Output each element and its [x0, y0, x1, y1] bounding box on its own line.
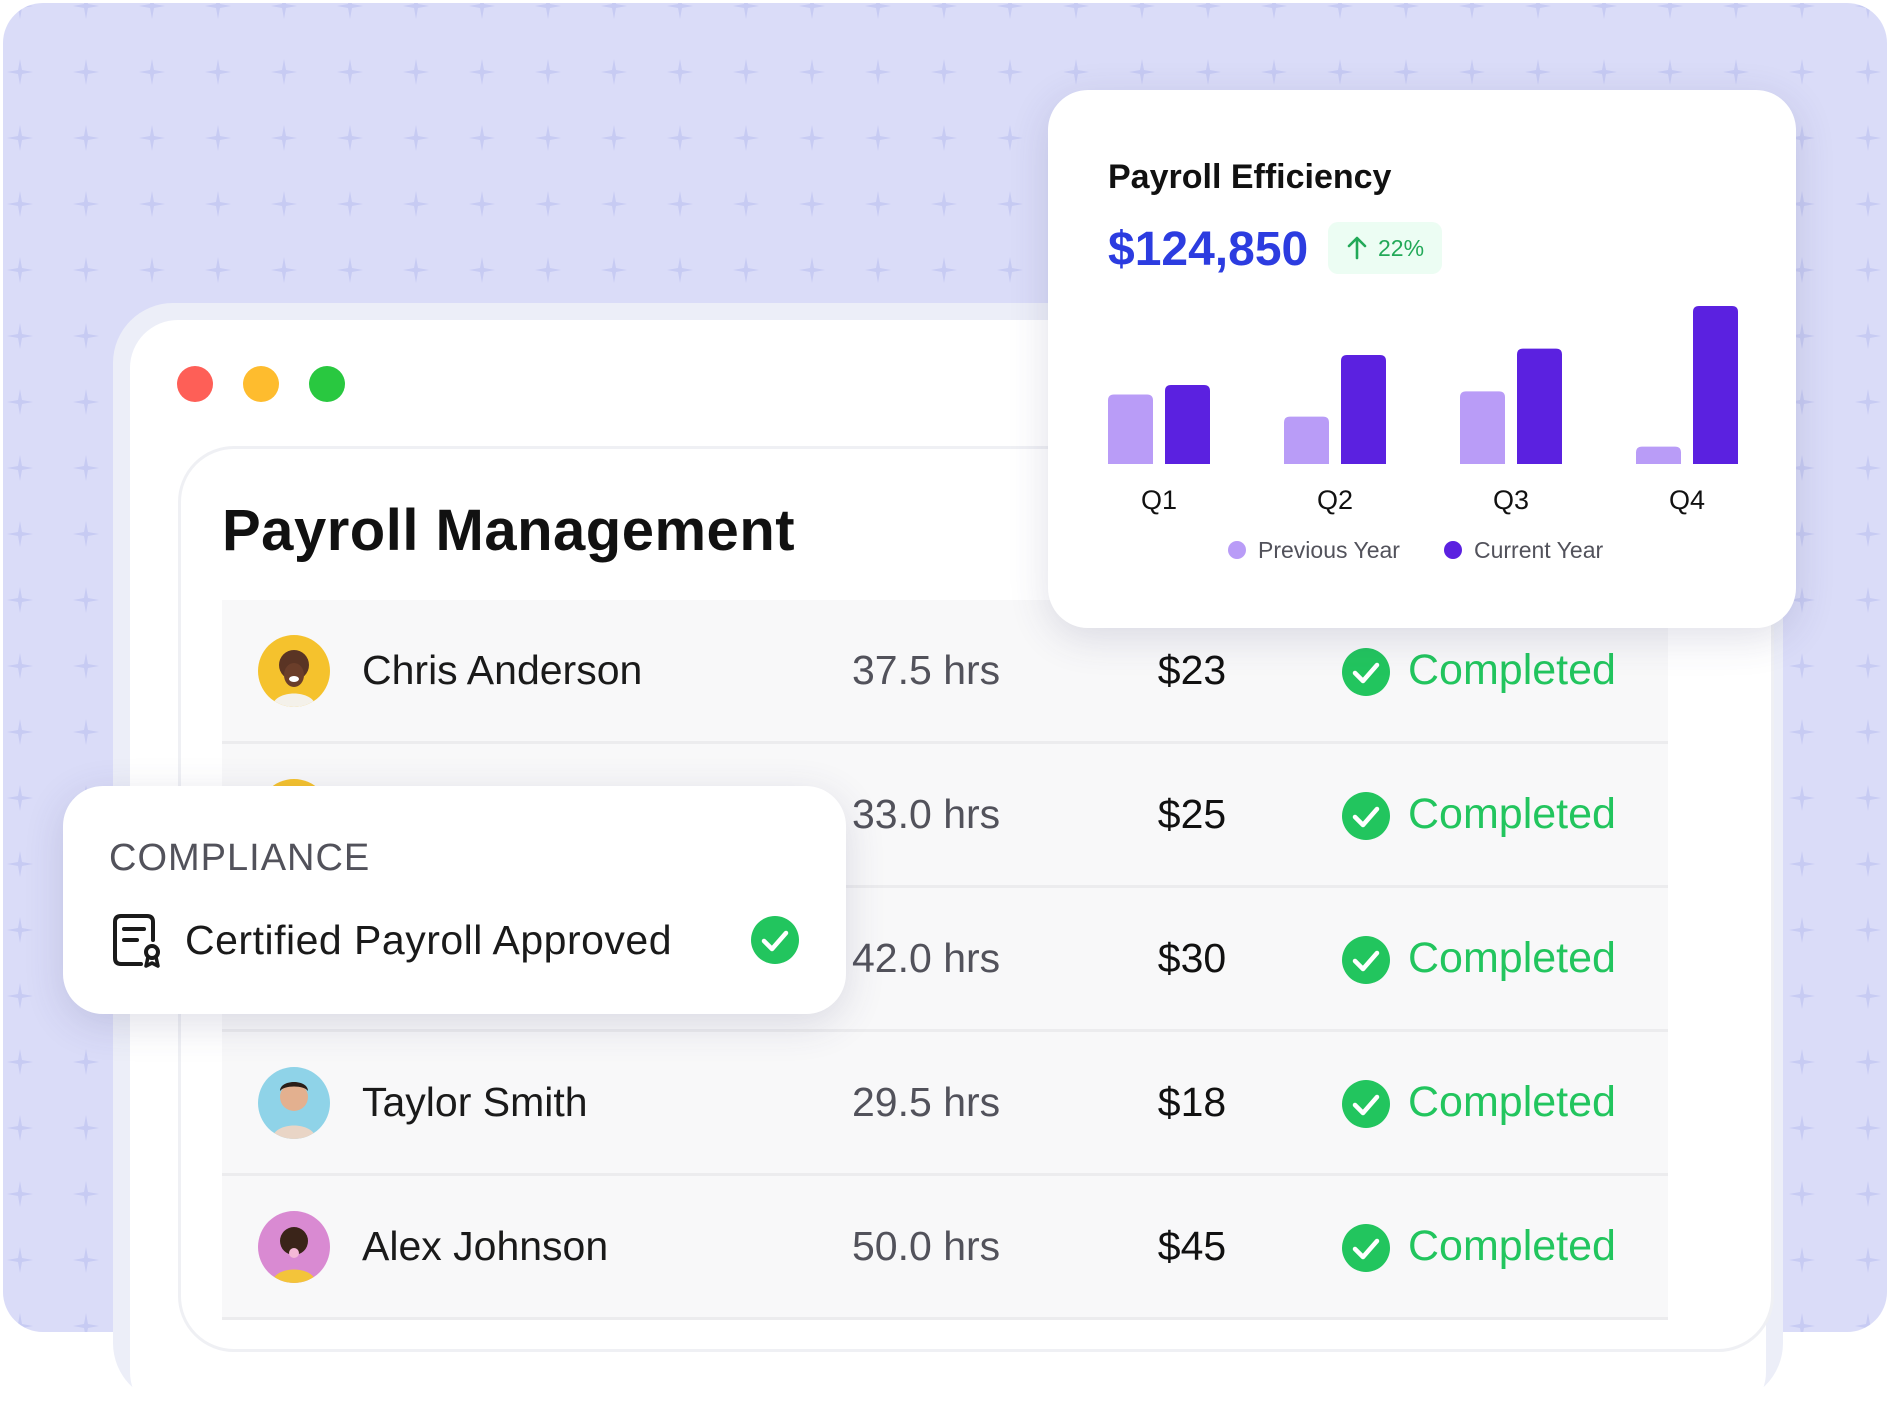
bar-q4-previous-year: [1636, 446, 1681, 464]
status-label: Completed: [1408, 790, 1616, 838]
check-circle-icon: [1342, 1224, 1390, 1272]
check-circle-icon: [1342, 648, 1390, 696]
compliance-text: Certified Payroll Approved: [185, 917, 673, 963]
bar-q3-previous-year: [1460, 391, 1505, 464]
employee-hours: 50.0 hrs: [852, 1223, 1001, 1269]
x-tick-label: Q1: [1141, 485, 1177, 515]
legend-swatch: [1444, 541, 1462, 559]
legend-label: Previous Year: [1258, 537, 1400, 563]
x-tick-label: Q4: [1669, 485, 1705, 515]
table-row[interactable]: Alex Johnson 50.0 hrs $45 Completed: [222, 1176, 1668, 1320]
payroll-efficiency-card[interactable]: Payroll Efficiency $124,850 22% Q1 Q2 Q3 Q4…: [1048, 90, 1796, 628]
bar-q4-current-year: [1693, 306, 1738, 464]
bar-q3-current-year: [1517, 348, 1562, 464]
bar-q1-current-year: [1165, 385, 1210, 464]
compliance-card[interactable]: COMPLIANCE Certified Payroll Approved: [63, 786, 846, 1014]
arrow-up-icon: [1347, 236, 1367, 260]
page-title: Payroll Management: [222, 498, 796, 563]
legend-swatch: [1228, 541, 1246, 559]
check-circle-icon: [1342, 792, 1390, 840]
employee-rate: $23: [1157, 647, 1227, 693]
x-tick-label: Q3: [1493, 485, 1529, 515]
window-minimize-button[interactable]: [243, 366, 279, 402]
compliance-label: COMPLIANCE: [109, 837, 371, 879]
avatar: [258, 1067, 330, 1139]
status-label: Completed: [1408, 646, 1616, 694]
status-label: Completed: [1408, 1078, 1616, 1126]
employee-hours: 42.0 hrs: [852, 935, 1001, 981]
bar-q2-previous-year: [1284, 416, 1329, 464]
employee-name: Taylor Smith: [362, 1079, 588, 1125]
legend-label: Current Year: [1474, 537, 1604, 563]
employee-name: Alex Johnson: [362, 1223, 609, 1269]
check-circle-icon: [1342, 936, 1390, 984]
x-tick-label: Q2: [1317, 485, 1353, 515]
employee-name: Chris Anderson: [362, 647, 643, 693]
employee-hours: 37.5 hrs: [852, 647, 1001, 693]
employee-rate: $30: [1157, 935, 1227, 981]
employee-hours: 29.5 hrs: [852, 1079, 1001, 1125]
avatar: [258, 1211, 330, 1283]
employee-rate: $45: [1157, 1223, 1227, 1269]
bar-q1-previous-year: [1108, 394, 1153, 464]
table-row[interactable]: Chris Anderson 37.5 hrs $23 Completed: [222, 600, 1668, 744]
employee-rate: $25: [1157, 791, 1227, 837]
window-close-button[interactable]: [177, 366, 213, 402]
certificate-document-icon: [113, 914, 160, 968]
efficiency-bar-chart: Q1 Q2 Q3 Q4: [1108, 306, 1738, 515]
efficiency-title: Payroll Efficiency: [1108, 158, 1392, 196]
change-value: 22%: [1378, 235, 1425, 261]
employee-hours: 33.0 hrs: [852, 791, 1001, 837]
status-label: Completed: [1408, 934, 1616, 982]
efficiency-value: $124,850: [1108, 223, 1309, 276]
table-row[interactable]: Taylor Smith 29.5 hrs $18 Completed: [222, 1032, 1668, 1176]
status-label: Completed: [1408, 1222, 1616, 1270]
change-badge: 22%: [1328, 222, 1442, 274]
bar-q2-current-year: [1341, 354, 1386, 464]
check-circle-icon: [1342, 1080, 1390, 1128]
check-circle-icon: [751, 916, 799, 964]
window-maximize-button[interactable]: [309, 366, 345, 402]
employee-rate: $18: [1157, 1079, 1227, 1125]
avatar: [258, 635, 330, 707]
